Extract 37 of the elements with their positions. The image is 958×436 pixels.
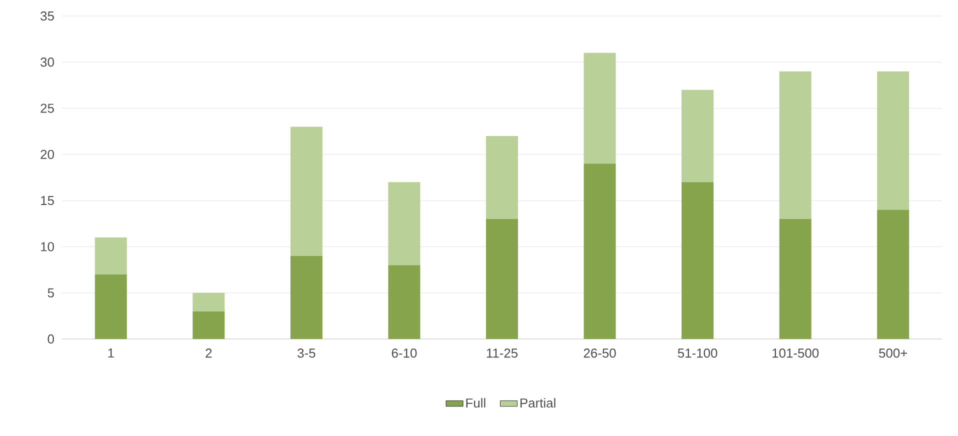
x-tick-label: 6-10 [392,348,417,358]
x-tick-label: 101-500 [772,348,819,358]
x-tick-label: 51-100 [678,348,718,358]
bar [877,210,910,339]
x-tick-label: 1 [108,348,114,358]
bar [779,71,812,220]
x-tick-label: 3-5 [298,348,316,358]
x-tick-label: 500+ [879,348,908,358]
y-tick-label: 5 [48,288,54,298]
bar [94,237,127,274]
bar [486,136,518,220]
x-tick-label: 11-25 [486,348,518,358]
y-tick-label: 15 [41,196,54,206]
bar [877,71,910,210]
bar [584,164,616,339]
bar [192,311,225,339]
bar [779,219,812,339]
bar [584,52,616,164]
y-tick-label: 0 [48,334,54,344]
y-tick-label: 10 [41,242,54,252]
y-tick-label: 25 [40,104,54,113]
y-tick-label: 20 [40,150,54,160]
legend-label: Partial [520,398,556,408]
bar [682,182,714,339]
bar [192,292,225,312]
y-tick-label: 30 [40,58,54,67]
bar [388,182,420,266]
bar [94,274,127,339]
bar [290,126,322,256]
x-tick-label: 2 [206,348,212,358]
x-tick-label: 26-50 [584,348,616,358]
y-tick-label: 35 [40,11,54,21]
bar [290,256,322,339]
legend-label: Full [466,398,486,408]
bar [486,219,518,339]
bar [682,90,714,182]
bar [388,265,420,339]
